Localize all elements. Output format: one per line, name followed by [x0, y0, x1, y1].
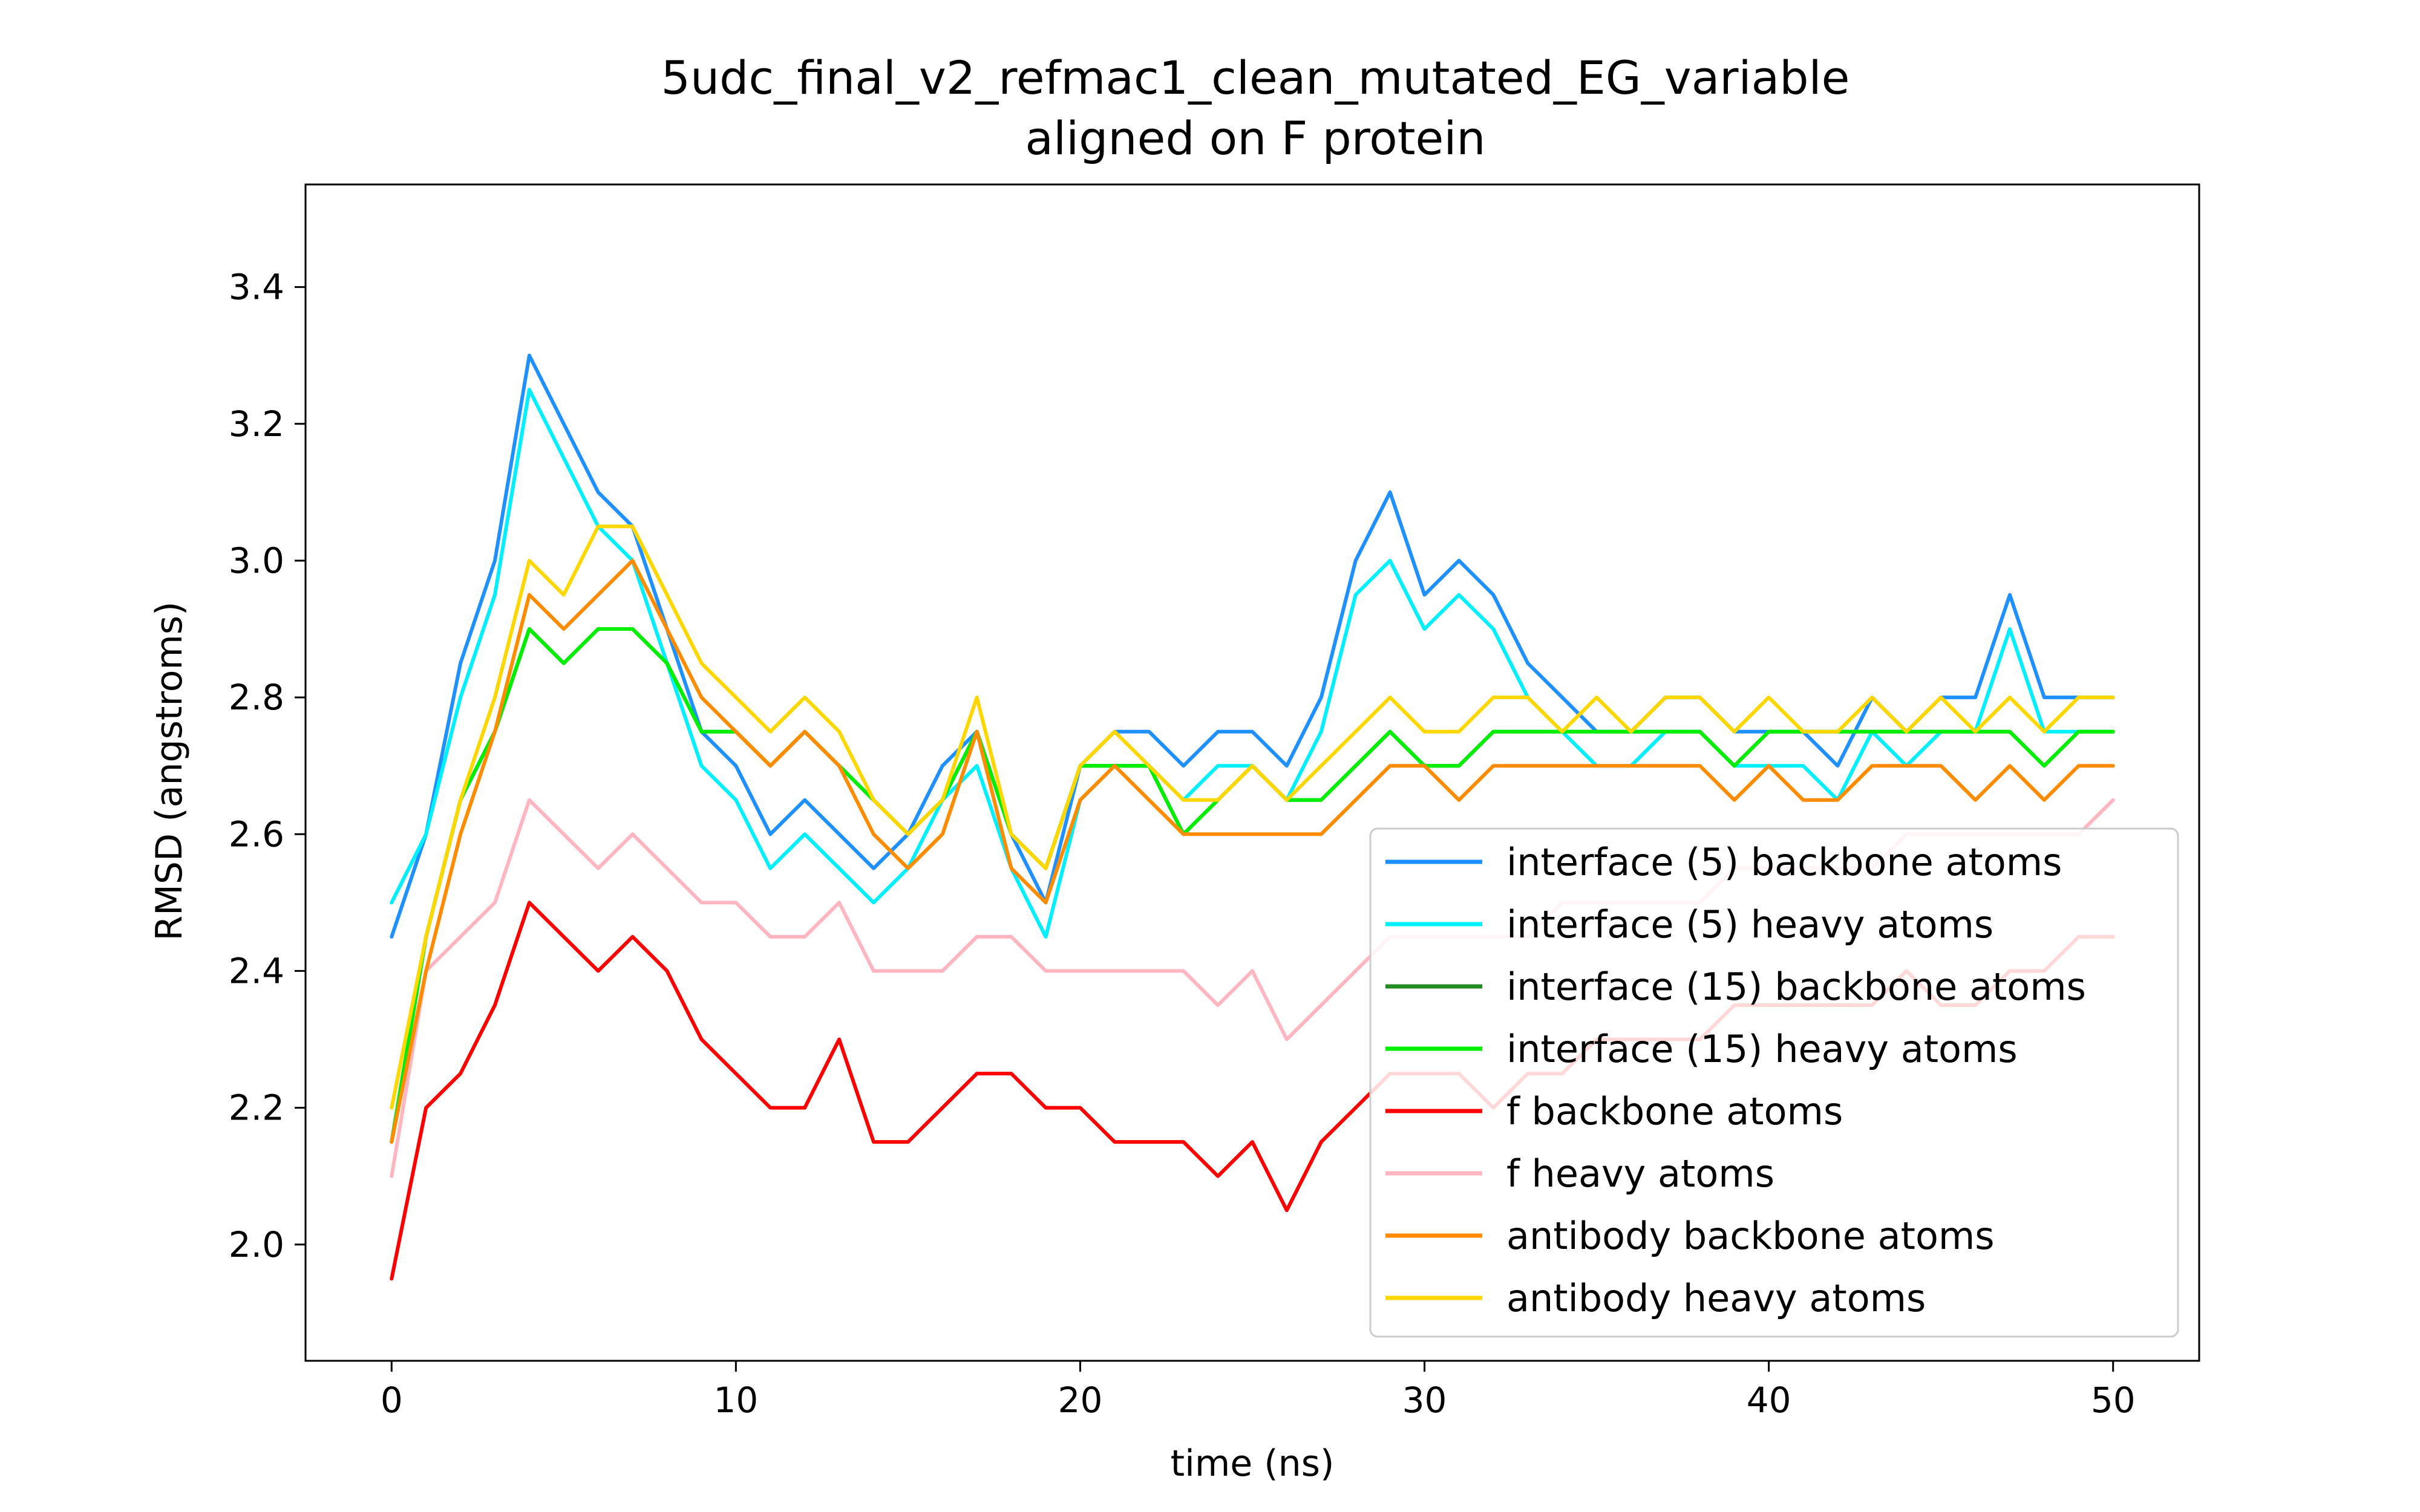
y-tick-label: 2.2: [229, 1087, 284, 1129]
y-tick-label: 3.0: [229, 540, 284, 581]
chart-title-line-1: 5udc_final_v2_refmac1_clean_mutated_EG_v…: [661, 51, 1850, 105]
legend-box: [1369, 827, 2179, 1338]
chart-title-line-2: aligned on F protein: [1025, 111, 1485, 165]
x-tick-label: 30: [1402, 1380, 1447, 1421]
legend-label: antibody heavy atoms: [1506, 1276, 1926, 1320]
x-tick-label: 40: [1747, 1380, 1791, 1421]
y-tick-label: 2.4: [229, 950, 284, 991]
y-tick-label: 2.0: [229, 1224, 284, 1265]
y-axis-label: RMSD (angstroms): [148, 601, 191, 940]
series-line-7: [390, 558, 2115, 1144]
legend-label: f backbone atoms: [1506, 1089, 1843, 1133]
legend-label: interface (5) heavy atoms: [1506, 902, 1993, 947]
x-axis-label: time (ns): [1171, 1442, 1335, 1485]
legend-label: interface (5) backbone atoms: [1506, 840, 2062, 884]
legend-label: f heavy atoms: [1506, 1152, 1774, 1196]
y-tick-label: 2.6: [229, 813, 284, 855]
series-line-1: [390, 353, 2115, 939]
x-tick-label: 50: [2091, 1380, 2136, 1421]
y-tick-label: 3.2: [229, 403, 284, 445]
legend-label: antibody backbone atoms: [1506, 1214, 1995, 1258]
legend-label: interface (15) backbone atoms: [1506, 965, 2086, 1009]
series-layer: [390, 353, 2115, 1281]
x-tick-label: 0: [381, 1380, 403, 1421]
series-line-8: [390, 524, 2115, 1110]
x-tick-label: 10: [713, 1380, 758, 1421]
x-axis-ticks: 0 10 20 30 40 50: [381, 1361, 2136, 1421]
y-axis-ticks: 2.0 2.2 2.4 2.6 2.8 3.0 3.2 3.4: [229, 267, 306, 1265]
y-tick-label: 2.8: [229, 677, 284, 718]
y-tick-label: 3.4: [229, 267, 284, 308]
legend-entries: interface (5) backbone atoms interface (5…: [1385, 840, 2086, 1320]
plot-frame: [304, 183, 2200, 1362]
legend-label: interface (15) heavy atoms: [1506, 1027, 2018, 1071]
x-tick-label: 20: [1058, 1380, 1103, 1421]
legend: interface (5) backbone atoms interface (5…: [1369, 827, 2179, 1338]
